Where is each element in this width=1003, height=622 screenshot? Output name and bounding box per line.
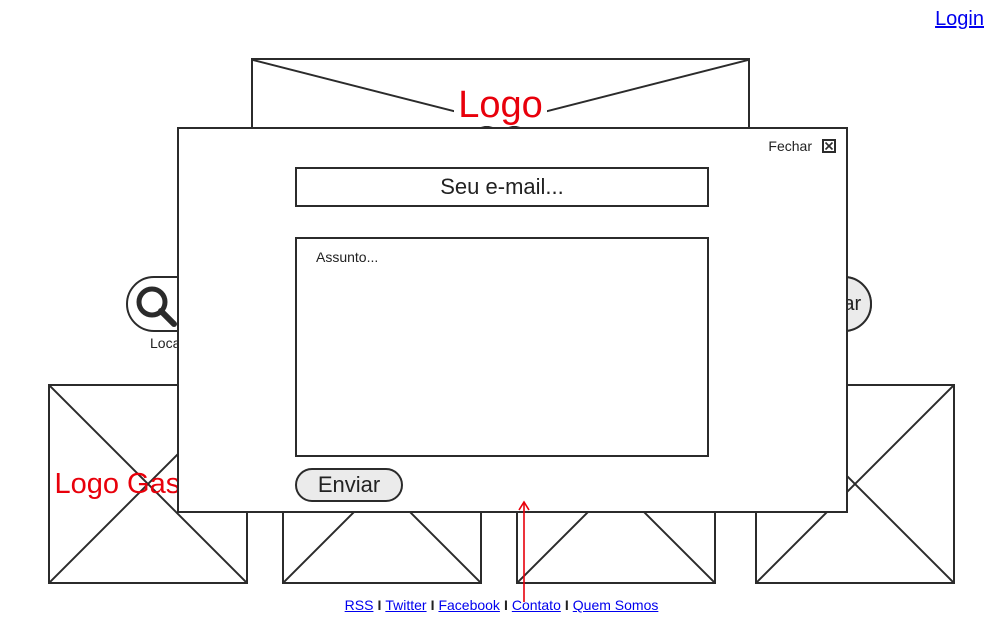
contact-modal: Fechar Enviar: [177, 127, 848, 513]
footer-links: RSS I Twitter I Facebook I Contato I Quem Somos: [0, 597, 1003, 613]
close-control[interactable]: Fechar: [768, 138, 836, 154]
footer-separator: I: [377, 597, 382, 613]
footer-link-twitter[interactable]: Twitter: [385, 597, 427, 613]
hero-logo-label: Logo: [454, 84, 547, 126]
close-icon[interactable]: [822, 139, 836, 153]
footer-separator: I: [503, 597, 508, 613]
footer-link-facebook[interactable]: Facebook: [438, 597, 500, 613]
footer-separator: I: [430, 597, 435, 613]
close-x-glyph: [824, 141, 834, 151]
login-link[interactable]: Login: [935, 8, 984, 30]
send-button[interactable]: Enviar: [295, 468, 403, 502]
footer-link-rss[interactable]: RSS: [344, 597, 374, 613]
search-icon: [136, 286, 177, 327]
close-label[interactable]: Fechar: [768, 138, 812, 154]
arrow-up-icon: [518, 500, 530, 602]
subject-field[interactable]: [295, 237, 709, 457]
email-field[interactable]: [295, 167, 709, 207]
footer-link-quem-somos[interactable]: Quem Somos: [572, 597, 659, 613]
footer-separator: I: [564, 597, 569, 613]
